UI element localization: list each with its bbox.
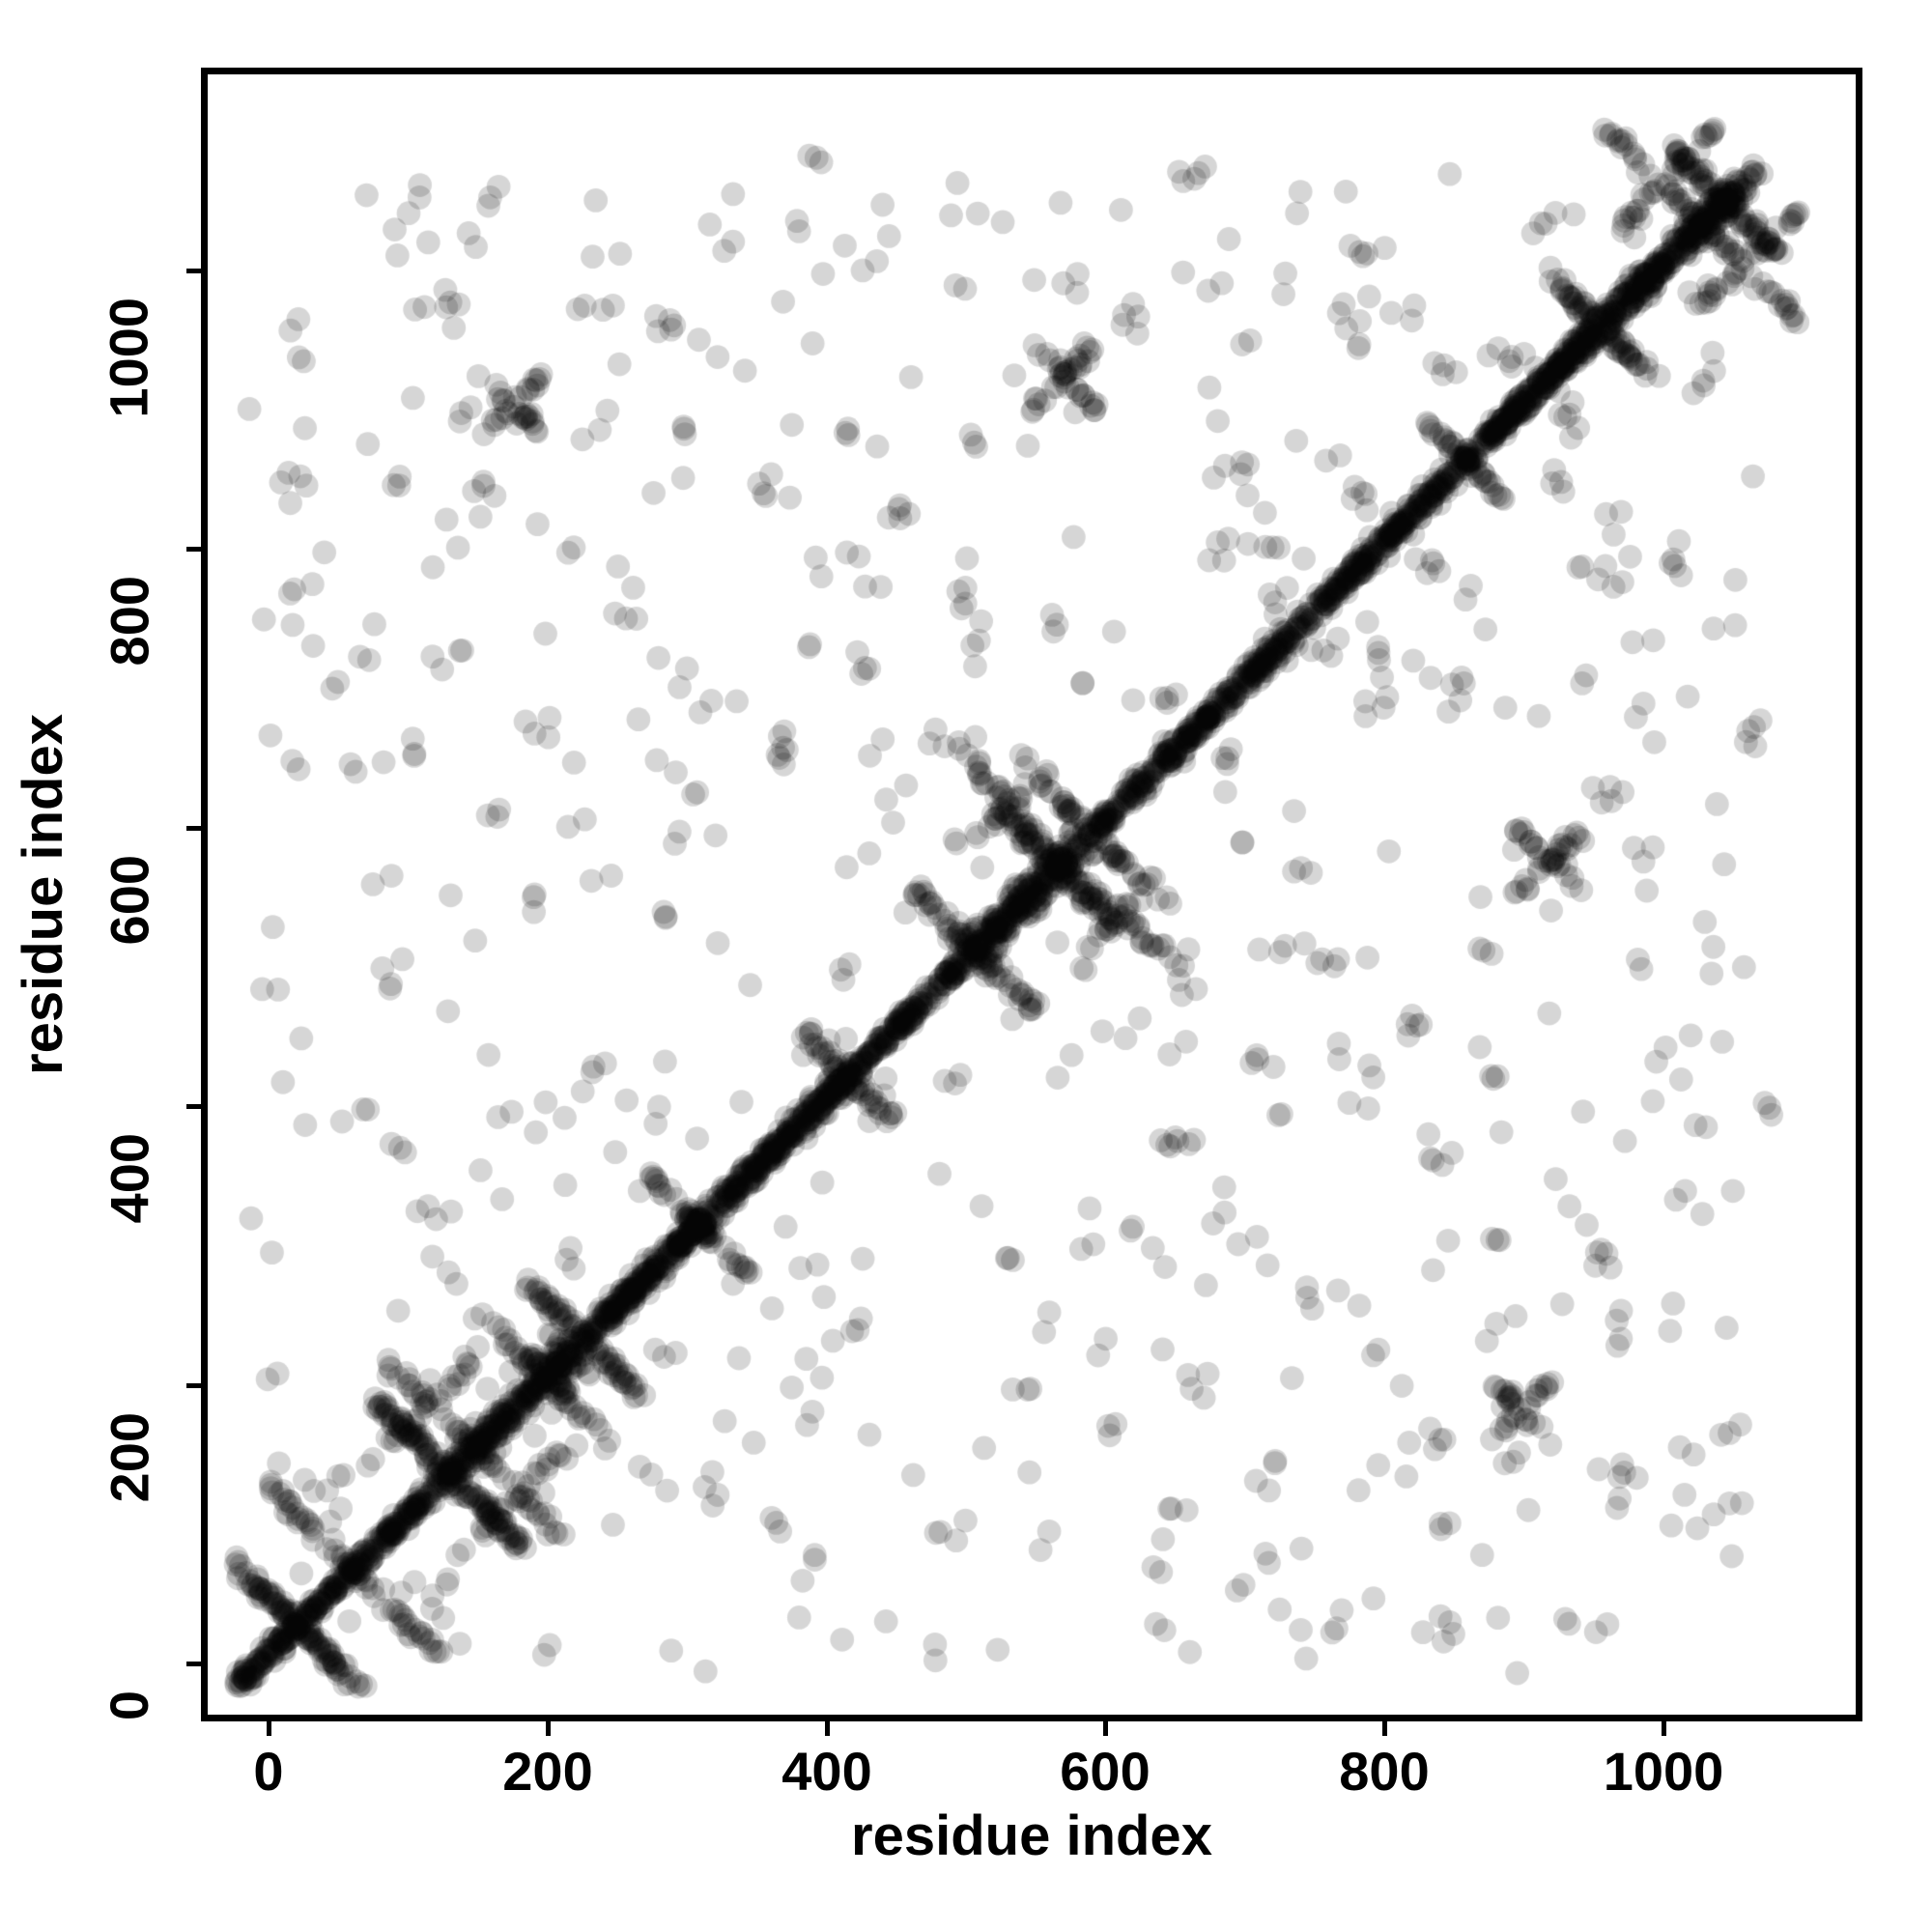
yticklabel-800: 800 bbox=[99, 576, 159, 667]
xticklabel-200: 200 bbox=[502, 1741, 593, 1802]
xtick-200 bbox=[546, 1721, 551, 1736]
scatter-points-canvas bbox=[208, 74, 1856, 1715]
x-axis-label: residue index bbox=[851, 1804, 1212, 1867]
xtick-0 bbox=[267, 1721, 271, 1736]
plot-area bbox=[201, 68, 1862, 1721]
xtick-400 bbox=[825, 1721, 830, 1736]
xticklabel-600: 600 bbox=[1060, 1741, 1151, 1802]
xticklabel-0: 0 bbox=[253, 1741, 284, 1802]
xticklabel-800: 800 bbox=[1339, 1741, 1430, 1802]
ytick-800 bbox=[186, 547, 201, 552]
xticklabel-1000: 1000 bbox=[1603, 1741, 1724, 1802]
y-axis-label: residue index bbox=[12, 714, 74, 1075]
ytick-400 bbox=[186, 1104, 201, 1109]
ytick-600 bbox=[186, 826, 201, 831]
ytick-0 bbox=[186, 1662, 201, 1666]
y-axis-label-wrap: residue index bbox=[0, 68, 87, 1721]
yticklabel-600: 600 bbox=[99, 855, 159, 946]
ytick-200 bbox=[186, 1383, 201, 1388]
yticklabel-1000: 1000 bbox=[99, 298, 159, 418]
yticklabel-0: 0 bbox=[99, 1690, 159, 1721]
xtick-1000 bbox=[1662, 1721, 1666, 1736]
yticklabel-400: 400 bbox=[99, 1133, 159, 1224]
yticklabel-200: 200 bbox=[99, 1412, 159, 1503]
xticklabel-400: 400 bbox=[781, 1741, 872, 1802]
xtick-600 bbox=[1103, 1721, 1108, 1736]
ytick-1000 bbox=[186, 269, 201, 273]
xtick-800 bbox=[1382, 1721, 1387, 1736]
